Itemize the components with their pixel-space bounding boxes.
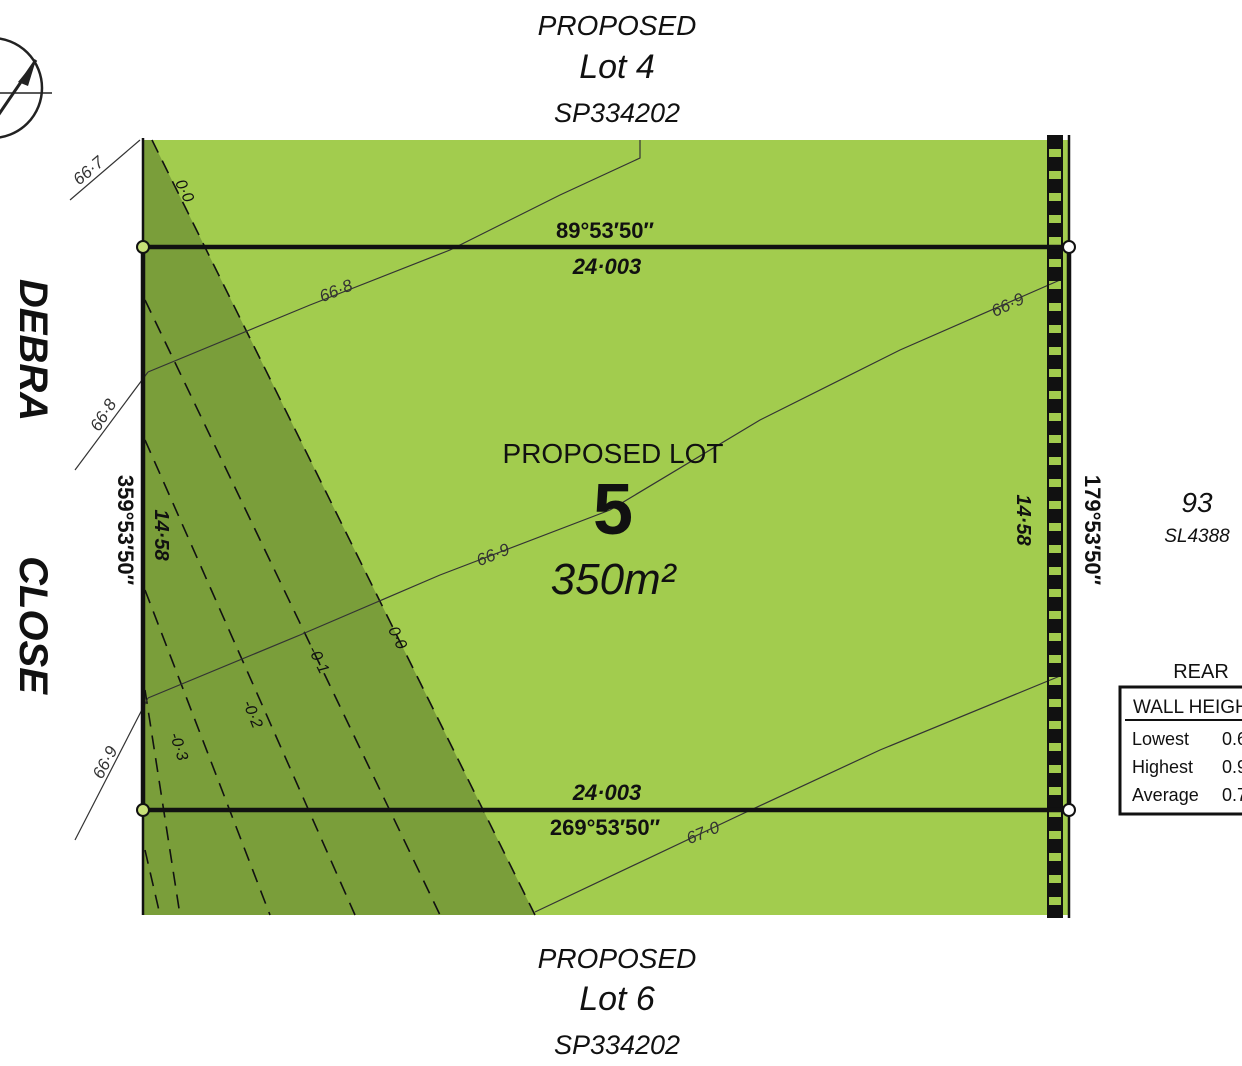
bearing-top: 89°53′50″ xyxy=(556,218,654,243)
north-arrow-icon xyxy=(0,37,52,139)
top-lot-proposed: PROPOSED xyxy=(538,10,697,41)
bottom-lot-proposed: PROPOSED xyxy=(538,943,697,974)
wall-table-row-label: Average xyxy=(1132,785,1199,805)
contour-lines xyxy=(69,139,1061,913)
wall-table-header: WALL HEIGH xyxy=(1133,697,1242,718)
distance-bottom: 24·003 xyxy=(572,780,642,805)
wall-table-row-value: 0.7 xyxy=(1222,785,1242,805)
street-name-word2: CLOSE xyxy=(11,556,55,695)
contour-label: 66·9 xyxy=(89,742,122,781)
lot-extensions xyxy=(141,135,1071,918)
wall-table-row-value: 0.6 xyxy=(1222,729,1242,749)
bearing-bottom: 269°53′50″ xyxy=(550,815,661,840)
wall-height-table: REAR WALL HEIGH Lowest 0.6 Highest 0.9 A… xyxy=(1118,661,1242,816)
top-lot-number: Lot 4 xyxy=(579,48,655,86)
wall-table-row-label: Lowest xyxy=(1132,729,1189,749)
lot-boundary xyxy=(140,244,1072,813)
distance-left: 14·58 xyxy=(150,509,172,561)
street-name-word1: DEBRA xyxy=(11,279,55,421)
neighbour-number: 93 xyxy=(1181,487,1213,518)
bottom-lot-plan: SP334202 xyxy=(554,1030,680,1060)
wall-table-caption: REAR xyxy=(1173,661,1229,683)
neighbour-plan: SL4388 xyxy=(1164,526,1230,547)
right-wall-hatch xyxy=(1047,135,1063,918)
lot-heading: PROPOSED LOT xyxy=(503,438,724,469)
bottom-lot-number: Lot 6 xyxy=(579,980,655,1018)
distance-right: 14·58 xyxy=(1012,494,1034,546)
lot-area: 350m² xyxy=(551,555,677,604)
wall-table-row-label: Highest xyxy=(1132,757,1193,777)
corner-pegs xyxy=(136,240,1076,817)
cut-lines xyxy=(144,139,536,916)
top-lot-plan: SP334202 xyxy=(554,98,680,128)
distance-top: 24·003 xyxy=(572,254,642,279)
bearing-right: 179°53′50″ xyxy=(1080,475,1105,586)
wall-table-row-value: 0.9 xyxy=(1222,757,1242,777)
bearing-left: 359°53′50″ xyxy=(113,475,138,586)
lot-number: 5 xyxy=(593,470,633,550)
